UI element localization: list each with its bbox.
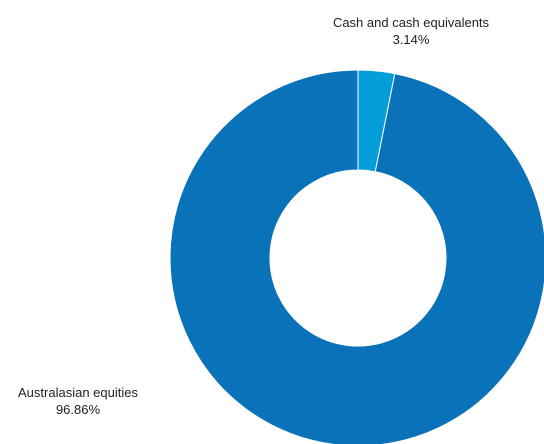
data-label-cash: Cash and cash equivalents 3.14% xyxy=(300,14,522,48)
data-label-australasian-equities-name: Australasian equities xyxy=(18,385,138,400)
data-label-australasian-equities-value: 96.86% xyxy=(55,402,101,417)
data-label-cash-value: 3.14% xyxy=(392,32,430,47)
slice-australasian-equities xyxy=(169,69,544,444)
data-label-australasian-equities: Australasian equities 96.86% xyxy=(0,384,156,418)
data-label-cash-name: Cash and cash equivalents xyxy=(332,15,490,30)
